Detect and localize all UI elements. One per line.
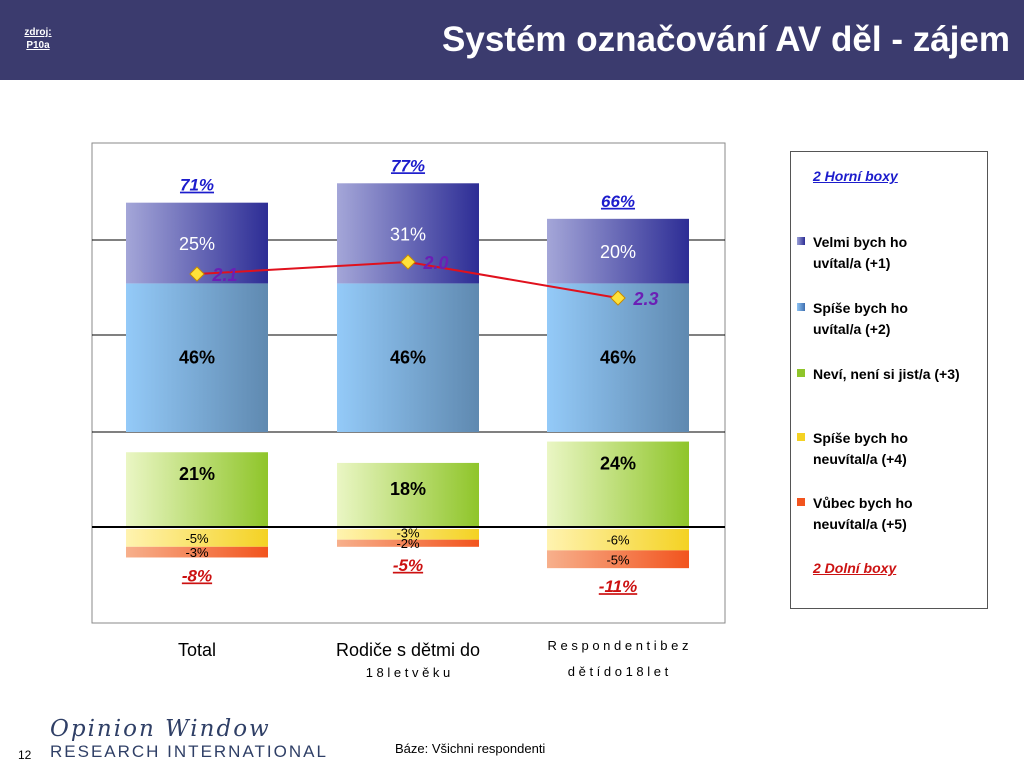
bar-vubec-neuvital — [547, 550, 689, 569]
bar-vubec-neuvital — [126, 546, 268, 558]
data-label-spise: 46% — [600, 348, 636, 368]
data-label-velmi: 31% — [390, 224, 426, 244]
bar-spise-uvital — [337, 283, 479, 432]
category-label-line2: 1 8 l e t v ě k u — [366, 665, 451, 680]
bar-neutral — [337, 462, 479, 527]
legend: 2 Horní boxy Velmi bych ho uvítal/a (+1) … — [790, 151, 988, 609]
data-label-nevi: 21% — [179, 464, 215, 484]
bar-spise-neuvital — [337, 529, 479, 540]
bar-vubec-neuvital — [337, 539, 479, 547]
top-box-total: 77% — [391, 156, 425, 175]
bar-spise-neuvital — [126, 529, 268, 547]
data-label-spise-neuvital: -3% — [396, 525, 420, 540]
legend-label-line1: Spíše bych ho — [813, 430, 908, 446]
bar-neutral — [547, 441, 689, 527]
bar-spise-neuvital — [547, 529, 689, 551]
legend-swatch — [797, 303, 805, 311]
legend-swatch — [797, 433, 805, 441]
page-number: 12 — [18, 748, 32, 762]
legend-label: Spíše bych ho uvítal/a (+2) — [813, 298, 908, 340]
bottom-box-total: -11% — [599, 577, 637, 596]
legend-label-line1: Vůbec bych ho — [813, 495, 913, 511]
legend-top-box-label: 2 Horní boxy — [813, 168, 898, 184]
top-box-total: 66% — [601, 192, 635, 211]
legend-swatch — [797, 498, 805, 506]
mean-marker — [400, 254, 416, 270]
legend-swatch — [797, 369, 805, 377]
mean-label: 2.3 — [632, 289, 658, 309]
data-label-spise-neuvital: -5% — [185, 531, 209, 546]
legend-label-line2: uvítal/a (+2) — [813, 321, 891, 337]
legend-bottom-box-label: 2 Dolní boxy — [813, 560, 897, 576]
logo-script-text: Opinion Window — [50, 716, 271, 742]
research-international-logo: Opinion Window RESEARCH INTERNATIONAL — [50, 716, 328, 762]
bottom-box-total: -5% — [393, 556, 423, 575]
legend-label: Velmi bych ho uvítal/a (+1) — [813, 232, 907, 274]
mean-marker — [610, 290, 626, 306]
legend-label: Spíše bych ho neuvítal/a (+4) — [813, 428, 908, 470]
bar-spise-uvital — [126, 283, 268, 432]
data-label-velmi: 25% — [179, 234, 215, 254]
mean-label: 2.0 — [422, 253, 448, 273]
bar-neutral — [126, 452, 268, 527]
data-label-spise-neuvital: -6% — [606, 533, 630, 548]
data-label-spise: 46% — [390, 348, 426, 368]
legend-label-line2: neuvítal/a (+4) — [813, 451, 907, 467]
legend-swatch — [797, 237, 805, 245]
data-label-vubec-neuvital: -2% — [396, 536, 420, 551]
header-bar: zdroj: P10a Systém označování AV děl - z… — [0, 0, 1024, 80]
source-link[interactable]: zdroj: P10a — [24, 27, 52, 51]
category-label: Total — [178, 640, 216, 660]
mean-marker — [189, 266, 205, 282]
logo-main-text: RESEARCH INTERNATIONAL — [50, 742, 328, 761]
data-label-vubec-neuvital: -3% — [185, 545, 209, 560]
category-label: Rodiče s dětmi do — [336, 640, 480, 660]
legend-label-line1: Spíše bych ho — [813, 300, 908, 316]
mean-label: 2.1 — [211, 265, 237, 285]
data-label-nevi: 24% — [600, 454, 636, 474]
data-label-velmi: 20% — [600, 242, 636, 262]
category-label: R e s p o n d e n t i b e z — [548, 638, 689, 653]
bar-velmi-uvital — [547, 218, 689, 284]
top-box-total: 71% — [180, 176, 214, 195]
legend-label-line2: uvítal/a (+1) — [813, 255, 891, 271]
slide-title: Systém označování AV děl - zájem — [442, 20, 1010, 59]
legend-label-line2: neuvítal/a (+5) — [813, 516, 907, 532]
legend-label: Neví, není si jist/a (+3) — [813, 366, 960, 382]
data-label-nevi: 18% — [390, 479, 426, 499]
data-label-vubec-neuvital: -5% — [606, 552, 630, 567]
category-label-line2: d ě t í d o 1 8 l e t — [568, 664, 669, 679]
bottom-box-total: -8% — [182, 566, 212, 585]
bar-spise-uvital — [547, 283, 689, 432]
legend-label-line1: Velmi bych ho — [813, 234, 908, 250]
base-note: Báze: Všichni respondenti — [395, 741, 546, 756]
legend-label: Vůbec bych ho neuvítal/a (+5) — [813, 493, 913, 535]
data-label-spise: 46% — [179, 348, 215, 368]
